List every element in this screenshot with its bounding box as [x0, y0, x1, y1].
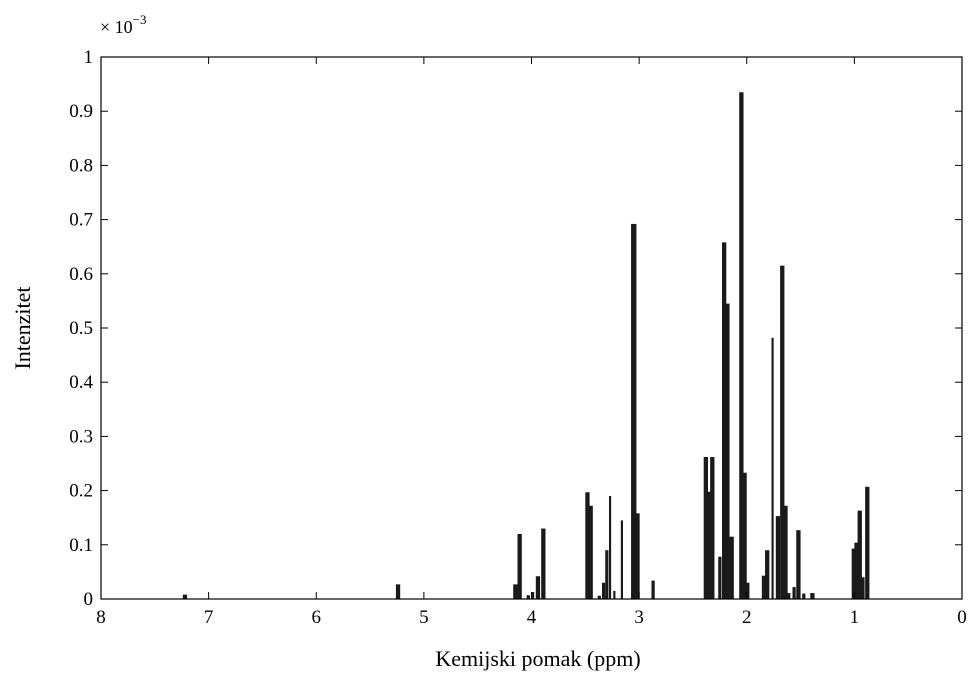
- bar: [535, 576, 541, 599]
- bar: [851, 548, 855, 599]
- bar: [722, 242, 727, 600]
- bar: [742, 472, 747, 599]
- bar: [703, 457, 708, 599]
- bar: [810, 593, 815, 599]
- x-tick-label: 3: [634, 607, 644, 628]
- bar: [765, 550, 770, 599]
- bar: [597, 595, 601, 599]
- bar: [651, 580, 655, 599]
- plot-frame: [100, 56, 963, 600]
- bar: [530, 591, 535, 599]
- bar: [631, 223, 637, 599]
- bar: [526, 595, 530, 599]
- bar: [710, 457, 715, 599]
- y-tick-label: 0.3: [69, 426, 93, 447]
- y-exponent-power: −3: [133, 12, 147, 27]
- bar: [601, 582, 606, 599]
- bar: [729, 536, 734, 599]
- bar: [761, 575, 767, 599]
- bar: [857, 510, 862, 599]
- bar: [746, 582, 750, 599]
- x-tick-label: 7: [204, 607, 214, 628]
- bar: [613, 590, 616, 599]
- bar: [854, 542, 859, 599]
- y-tick-label: 0.4: [69, 372, 93, 393]
- bar: [707, 491, 711, 599]
- bar: [802, 593, 806, 599]
- bar: [865, 486, 870, 599]
- axes-group: 8 7 6 5 4 3 2 1 0 0 0.1 0.2 0.3 0.4 0.5 0.6 0.7 0.8 0.9 1: [69, 47, 967, 628]
- y-tick-label: 0.5: [69, 318, 93, 339]
- y-axis-title: Intenzitet: [10, 286, 35, 369]
- bar: [608, 496, 612, 599]
- x-tick-label: 8: [96, 607, 106, 628]
- bar: [541, 528, 546, 599]
- bar: [620, 520, 623, 599]
- bars-group: [182, 92, 870, 600]
- bar: [585, 492, 590, 599]
- bar: [588, 505, 593, 599]
- y-tick-label: 0.6: [69, 264, 93, 285]
- x-tick-label: 6: [312, 607, 322, 628]
- bar: [796, 530, 801, 599]
- y-tick-label: 1: [84, 47, 94, 68]
- y-tick-label: 0.8: [69, 155, 93, 176]
- bar: [517, 533, 522, 599]
- bar: [395, 584, 401, 599]
- bar: [771, 337, 774, 599]
- bar: [725, 303, 730, 599]
- y-tick-label: 0: [84, 589, 94, 610]
- bar: [634, 513, 640, 599]
- y-tick-label: 0.2: [69, 481, 93, 502]
- y-tick-label: 0.9: [69, 101, 93, 122]
- y-exponent-prefix: × 10: [100, 17, 133, 37]
- bar: [780, 265, 785, 599]
- x-tick-label: 2: [742, 607, 752, 628]
- bar: [513, 584, 518, 599]
- bar: [739, 92, 744, 599]
- x-tick-label: 1: [850, 607, 860, 628]
- bar: [182, 594, 188, 599]
- bar: [718, 556, 722, 599]
- bar: [783, 505, 788, 599]
- bar: [792, 587, 796, 599]
- bar: [787, 593, 791, 599]
- bar: [861, 577, 865, 599]
- bar: [775, 516, 781, 599]
- y-exponent-label: × 10−3: [100, 12, 147, 37]
- x-axis-title: Kemijski pomak (ppm): [435, 646, 640, 671]
- x-tick-label: 4: [527, 607, 537, 628]
- y-tick-label: 0.7: [69, 210, 93, 231]
- x-tick-label: 5: [419, 607, 429, 628]
- y-tick-label: 0.1: [69, 535, 93, 556]
- bar: [605, 550, 609, 599]
- x-tick-label: 0: [957, 607, 967, 628]
